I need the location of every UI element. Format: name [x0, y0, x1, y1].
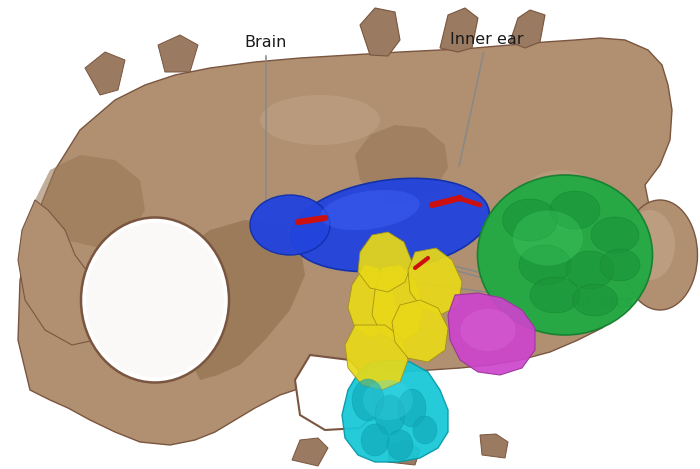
Polygon shape	[35, 155, 145, 248]
Polygon shape	[18, 200, 110, 345]
Ellipse shape	[477, 175, 652, 335]
Polygon shape	[358, 232, 412, 292]
Polygon shape	[292, 438, 328, 466]
Polygon shape	[170, 220, 305, 380]
Polygon shape	[360, 8, 400, 56]
Polygon shape	[158, 35, 198, 72]
Ellipse shape	[321, 190, 419, 230]
Ellipse shape	[530, 277, 580, 313]
Ellipse shape	[461, 309, 515, 351]
Ellipse shape	[413, 416, 437, 444]
Polygon shape	[388, 440, 420, 465]
Polygon shape	[408, 248, 462, 315]
Ellipse shape	[250, 195, 330, 255]
Ellipse shape	[566, 251, 614, 289]
Polygon shape	[510, 10, 545, 48]
Ellipse shape	[86, 222, 224, 378]
Polygon shape	[345, 325, 408, 390]
Polygon shape	[18, 38, 672, 445]
Ellipse shape	[398, 389, 426, 427]
Ellipse shape	[625, 210, 675, 280]
Ellipse shape	[519, 245, 571, 285]
Ellipse shape	[573, 284, 617, 316]
Ellipse shape	[591, 217, 639, 253]
Ellipse shape	[81, 218, 229, 383]
Ellipse shape	[622, 200, 697, 310]
Ellipse shape	[387, 430, 413, 460]
Ellipse shape	[513, 211, 583, 265]
Polygon shape	[372, 265, 424, 342]
Ellipse shape	[290, 178, 489, 272]
Ellipse shape	[503, 199, 557, 241]
Ellipse shape	[375, 395, 405, 435]
Polygon shape	[342, 360, 448, 462]
Polygon shape	[348, 265, 398, 338]
Ellipse shape	[600, 249, 640, 281]
Polygon shape	[355, 125, 448, 205]
Ellipse shape	[363, 380, 413, 420]
Ellipse shape	[550, 191, 600, 229]
Ellipse shape	[352, 379, 384, 421]
Polygon shape	[85, 52, 125, 95]
Ellipse shape	[520, 170, 600, 230]
Polygon shape	[448, 293, 535, 375]
Polygon shape	[480, 434, 508, 458]
Ellipse shape	[260, 95, 380, 145]
Text: Air sacs: Air sacs	[367, 244, 633, 310]
Polygon shape	[392, 300, 448, 362]
Text: Inner ear: Inner ear	[449, 32, 524, 166]
Polygon shape	[295, 355, 378, 430]
Polygon shape	[440, 8, 478, 52]
Text: Brain: Brain	[245, 35, 287, 204]
Ellipse shape	[361, 424, 389, 456]
